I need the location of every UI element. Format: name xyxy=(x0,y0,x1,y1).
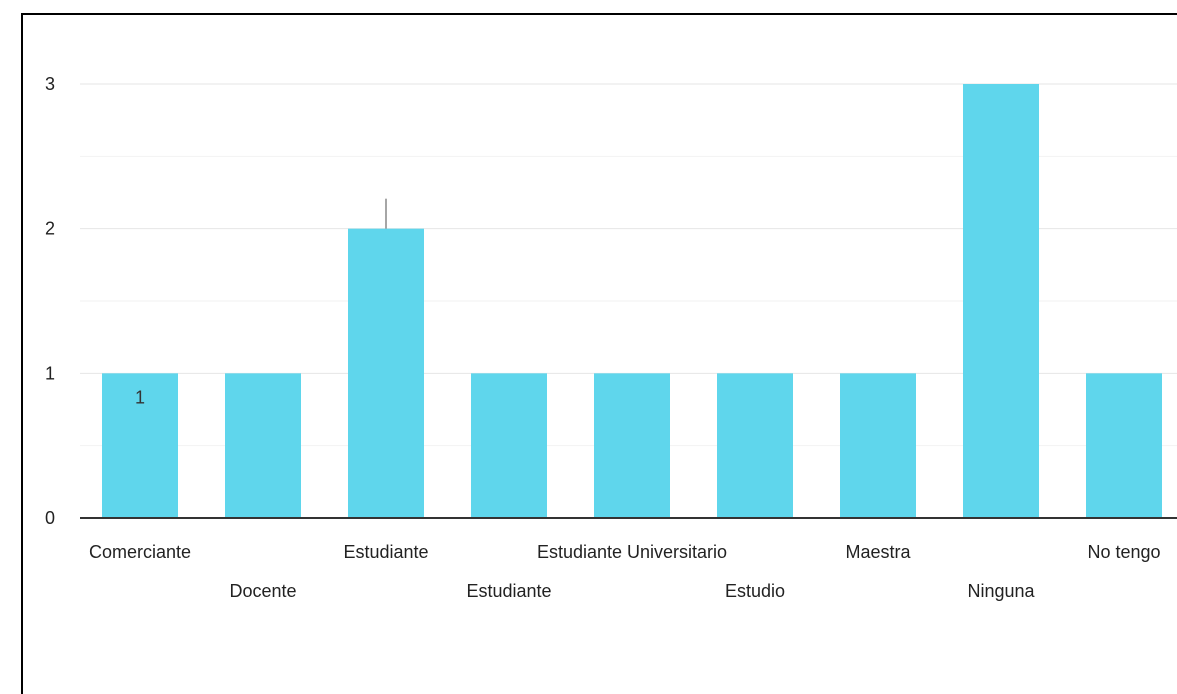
x-category-label: Estudiante xyxy=(466,581,551,601)
bar xyxy=(225,373,301,518)
bar xyxy=(1086,373,1162,518)
y-tick-label: 2 xyxy=(45,219,55,239)
bar xyxy=(717,373,793,518)
y-tick-label: 0 xyxy=(45,508,55,528)
bar-layer xyxy=(102,84,1162,518)
bar xyxy=(963,84,1039,518)
x-category-label: Docente xyxy=(229,581,296,601)
label-layer: Comerciante Docente Estudiante Estudiante Es… xyxy=(89,387,1161,601)
x-category-label: Estudiante Universitario xyxy=(537,542,727,562)
x-category-label: Estudio xyxy=(725,581,785,601)
x-category-label: Ninguna xyxy=(967,581,1035,601)
bar xyxy=(102,373,178,518)
bar xyxy=(348,228,424,518)
x-category-label: No tengo xyxy=(1087,542,1160,562)
x-category-label: Maestra xyxy=(845,542,911,562)
bar xyxy=(594,373,670,518)
bar xyxy=(471,373,547,518)
bar-data-label: 1 xyxy=(135,387,145,407)
axis-layer: 0 1 2 3 xyxy=(45,74,1177,528)
y-tick-label: 1 xyxy=(45,363,55,383)
x-category-label: Comerciante xyxy=(89,542,191,562)
y-tick-label: 3 xyxy=(45,74,55,94)
bar xyxy=(840,373,916,518)
x-category-label: Estudiante xyxy=(343,542,428,562)
